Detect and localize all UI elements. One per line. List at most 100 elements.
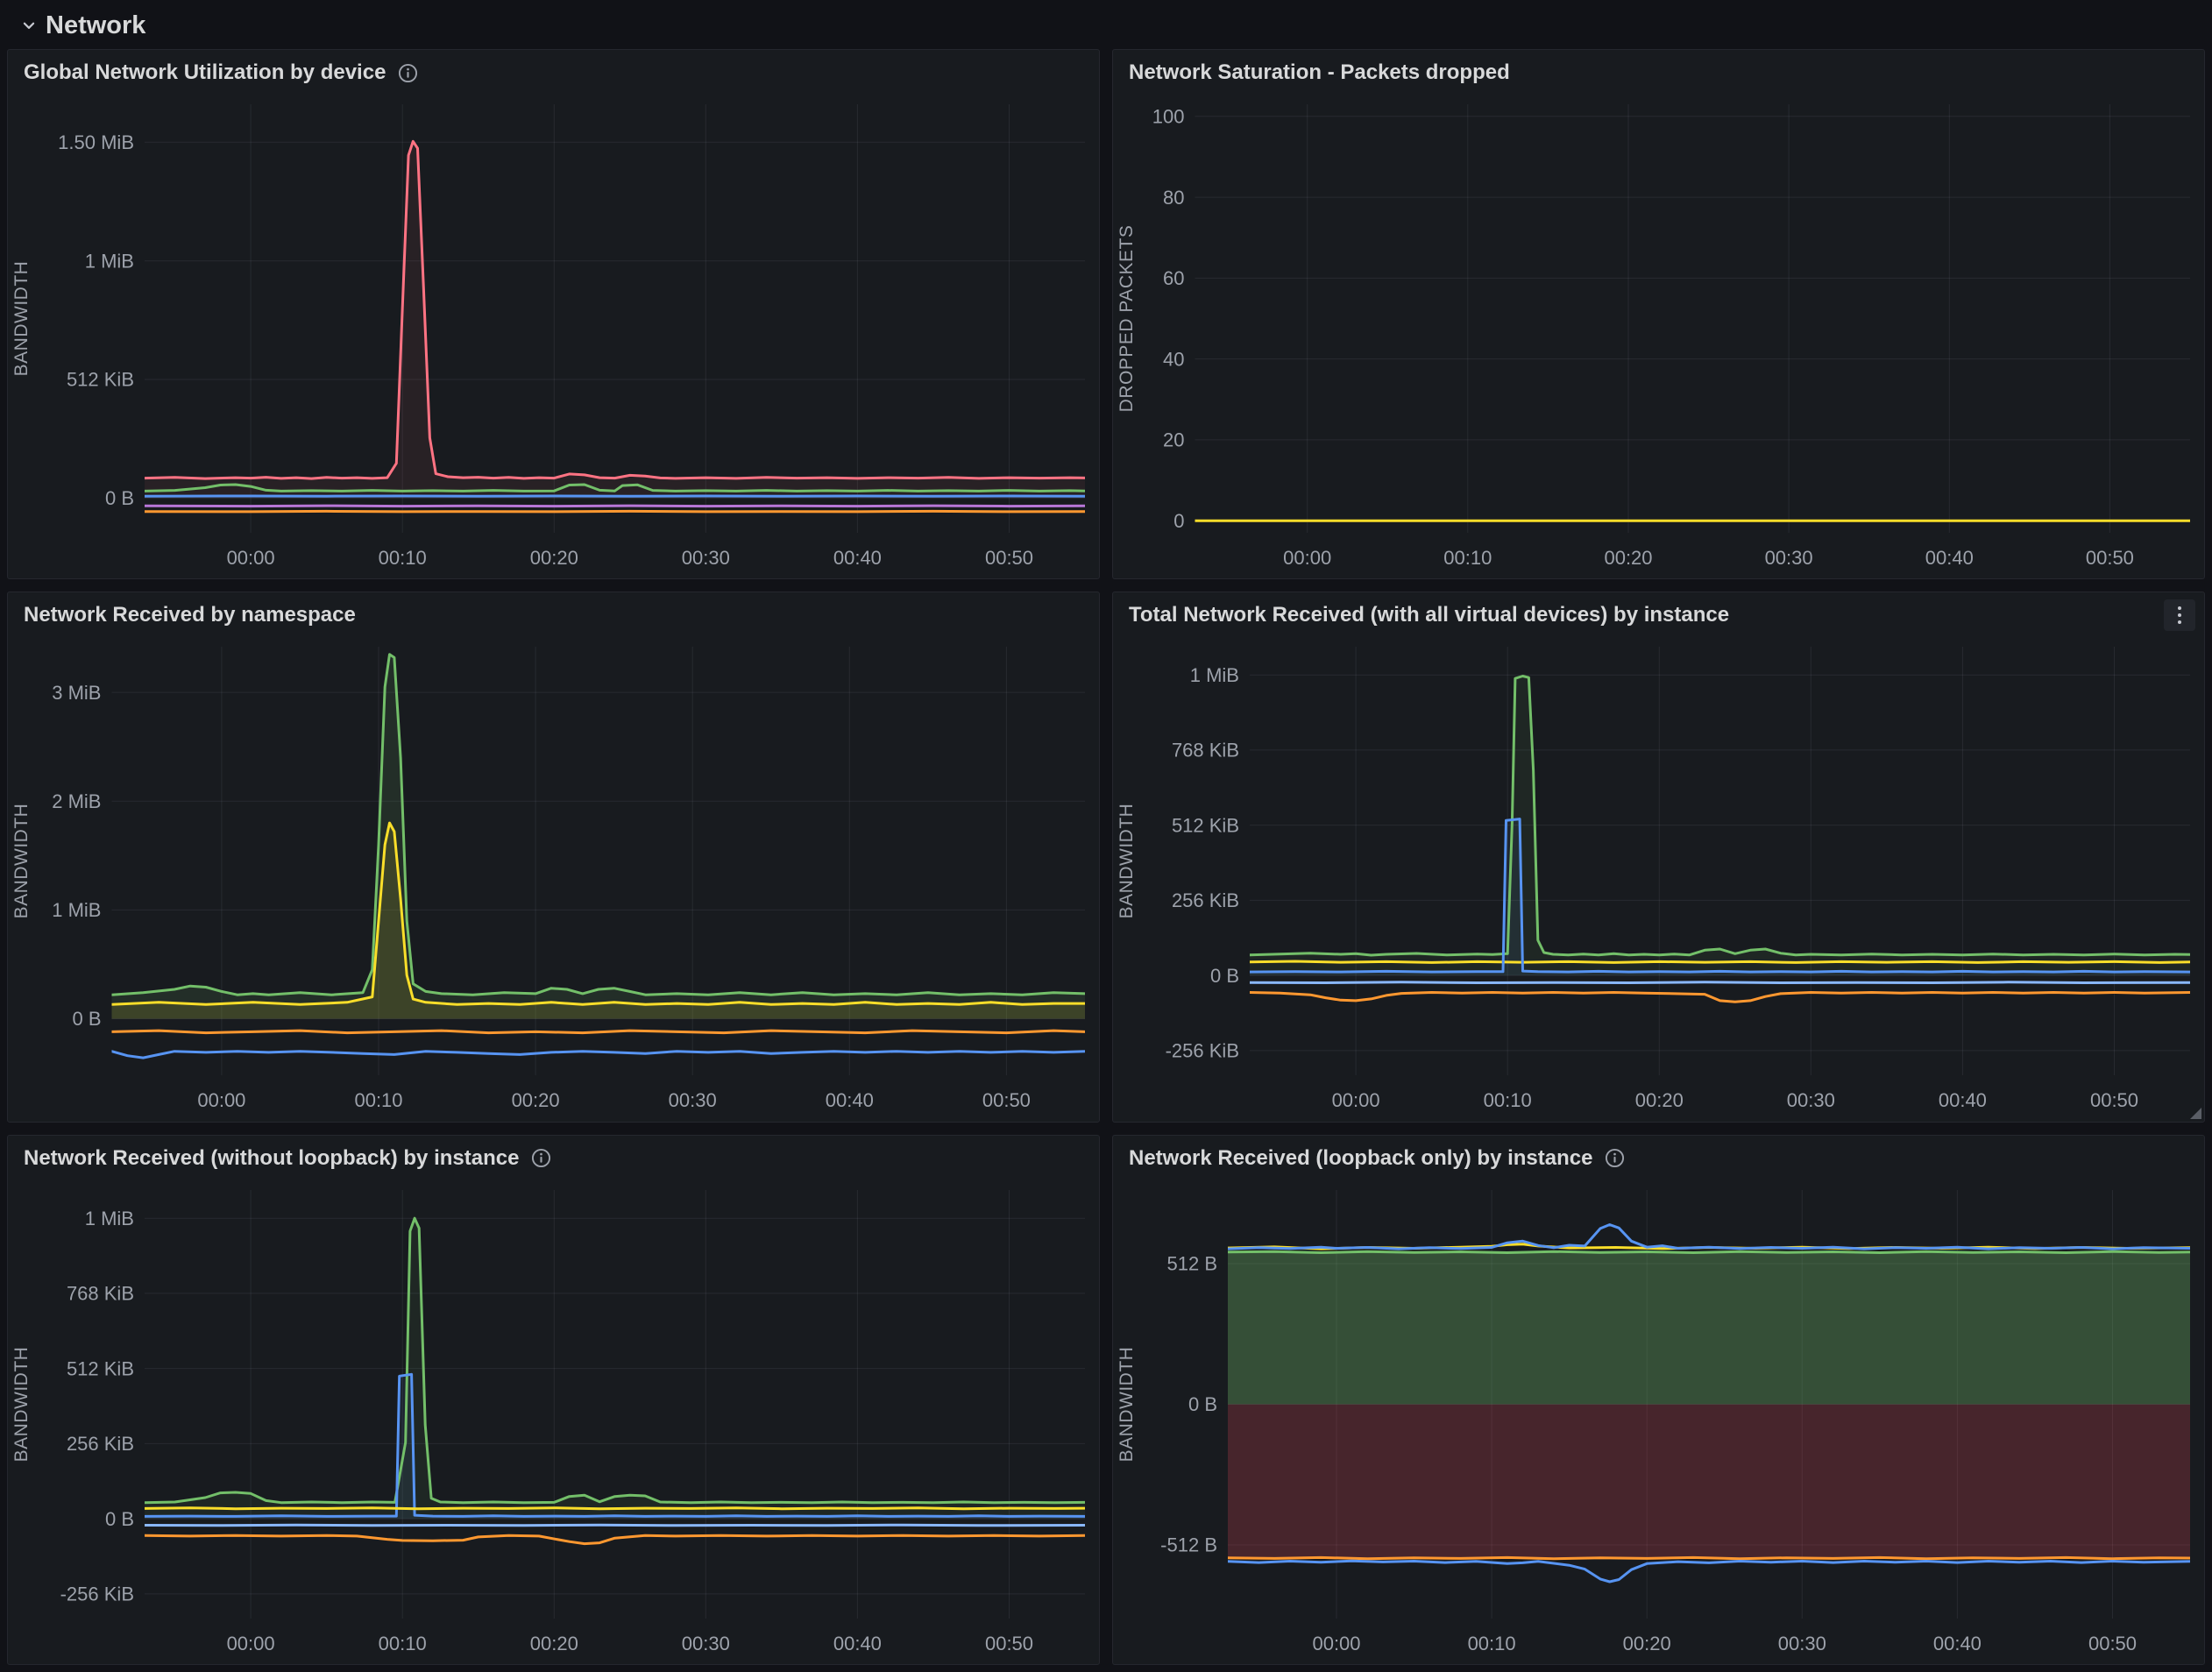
series-line-green [145, 483, 1085, 492]
x-tick-label: 00:10 [1468, 1633, 1516, 1654]
series-line-red [145, 139, 1085, 480]
x-tick-label: 00:10 [1484, 1089, 1532, 1111]
y-tick-label: 2 MiB [52, 790, 101, 812]
chart-svg: 0 B 1 MiB 2 MiB 3 MiB 00:00 00:10 00:20 00:30 00… [11, 647, 1086, 1111]
x-tick-label: 00:50 [985, 547, 1033, 569]
x-tick-label: 00:10 [1443, 547, 1492, 569]
section-header[interactable]: Network [0, 0, 2212, 44]
chart-global-network-utilization[interactable]: 0 B 512 KiB 1 MiB 1.50 MiB 00:00 00:10 00:20 00… [8, 90, 1099, 578]
x-tick-label: 00:40 [833, 547, 882, 569]
chart-packets-dropped[interactable]: 0 20 40 60 80 100 00:00 00:10 00:20 00:30 00:40 00:… [1113, 90, 2204, 578]
y-tick-label: 40 [1163, 348, 1184, 370]
plot-area[interactable] [1195, 104, 2191, 533]
series-line-yellow [111, 821, 1085, 1007]
y-axis-title: BANDWIDTH [11, 261, 32, 377]
y-tick-label: 256 KiB [1172, 889, 1239, 911]
plot-area[interactable] [1228, 1190, 2190, 1619]
panel-title[interactable]: Total Network Received (with all virtual… [1129, 603, 1730, 627]
x-tick-label: 00:20 [512, 1089, 560, 1111]
x-tick-label: 00:30 [669, 1089, 717, 1111]
series-line-yellow [145, 1506, 1085, 1510]
panel-title[interactable]: Global Network Utilization by device [24, 60, 386, 84]
chart-received-loopback-only[interactable]: -512 B 0 B 512 B 00:00 00:10 00:20 00:30 00:40 0… [1113, 1176, 2204, 1664]
plot-area[interactable] [112, 647, 1086, 1075]
series-line-green [1228, 1250, 2190, 1254]
y-tick-label: 3 MiB [52, 682, 101, 704]
x-tick-label: 00:30 [682, 1633, 730, 1654]
x-tick-label: 00:50 [982, 1089, 1031, 1111]
y-tick-label: 60 [1163, 267, 1184, 289]
series-line-blue [1250, 818, 2190, 974]
y-tick-label: 768 KiB [1172, 740, 1239, 762]
chart-svg: 0 20 40 60 80 100 00:00 00:10 00:20 00:30 00:40 00:… [1117, 104, 2191, 569]
panel-header: Network Saturation - Packets dropped [1113, 50, 2204, 90]
panel-title[interactable]: Network Received (without loopback) by i… [24, 1145, 520, 1170]
chart-svg: -256 KiB 0 B 256 KiB 512 KiB 768 KiB 1 MiB 00:… [1117, 647, 2190, 1111]
panel-title[interactable]: Network Saturation - Packets dropped [1129, 60, 1510, 84]
panel-received-by-namespace: Network Received by namespace 0 B 1 MiB 2 … [7, 592, 1100, 1123]
panel-title[interactable]: Network Received (loopback only) by inst… [1129, 1145, 1593, 1170]
series-line-orange [111, 1029, 1085, 1035]
plot-area[interactable] [145, 1190, 1085, 1619]
info-icon[interactable] [398, 63, 418, 83]
chart-received-without-loopback[interactable]: -256 KiB 0 B 256 KiB 512 KiB 768 KiB 1 MiB 00:… [8, 1176, 1099, 1664]
series-line-orange [1250, 991, 2190, 1004]
chart-svg: -256 KiB 0 B 256 KiB 512 KiB 768 KiB 1 MiB 00:… [11, 1189, 1085, 1654]
chevron-down-icon [21, 18, 37, 33]
x-tick-label: 00:40 [826, 1089, 874, 1111]
x-tick-label: 00:10 [354, 1089, 402, 1111]
y-tick-label: 80 [1163, 187, 1184, 209]
panel-global-network-utilization: Global Network Utilization by device 0 B… [7, 49, 1100, 580]
y-tick-label: 512 KiB [1172, 815, 1239, 837]
panel-total-received-by-instance: Total Network Received (with all virtual… [1112, 592, 2205, 1123]
y-axis-title: BANDWIDTH [11, 1346, 32, 1462]
x-tick-label: 00:40 [1939, 1089, 1987, 1111]
x-tick-label: 00:00 [1312, 1633, 1360, 1654]
panel-resize-handle[interactable] [2190, 1107, 2201, 1119]
series-line-blue-top [1228, 1222, 2190, 1250]
x-tick-label: 00:40 [833, 1633, 882, 1654]
y-tick-label: -256 KiB [1166, 1040, 1239, 1062]
y-tick-label: 1 MiB [1190, 664, 1239, 686]
series-fill-green [1228, 1250, 2190, 1405]
series-line-blue [145, 1372, 1085, 1518]
y-tick-label: 512 B [1167, 1252, 1218, 1274]
y-tick-label: 1.50 MiB [58, 131, 134, 153]
x-tick-label: 00:50 [985, 1633, 1033, 1654]
chart-received-by-namespace[interactable]: 0 B 1 MiB 2 MiB 3 MiB 00:00 00:10 00:20 00:30 00… [8, 633, 1099, 1121]
series-line-blue-bottom [1228, 1559, 2190, 1583]
panel-received-loopback-only: Network Received (loopback only) by inst… [1112, 1134, 2205, 1665]
kebab-menu-icon[interactable] [2164, 599, 2195, 632]
panel-header: Total Network Received (with all virtual… [1113, 592, 2204, 633]
series-line-green [1250, 675, 2190, 957]
series-line-light-blue [1250, 981, 2190, 985]
y-axis-title: BANDWIDTH [1117, 1346, 1137, 1462]
x-tick-label: 00:30 [1787, 1089, 1835, 1111]
plot-area[interactable] [145, 104, 1085, 533]
series-line-orange [1228, 1555, 2190, 1560]
plot-area[interactable] [1250, 647, 2190, 1075]
y-tick-label: 0 B [1188, 1393, 1217, 1415]
panel-title[interactable]: Network Received by namespace [24, 603, 356, 627]
y-axis-title: BANDWIDTH [11, 804, 32, 919]
y-tick-label: 20 [1163, 429, 1184, 451]
section-title[interactable]: Network [46, 11, 146, 39]
y-tick-label: 512 KiB [67, 1357, 134, 1379]
y-tick-label: 0 B [105, 1507, 134, 1529]
info-icon[interactable] [1605, 1148, 1625, 1168]
panel-packets-dropped: Network Saturation - Packets dropped 0 20… [1112, 49, 2205, 580]
series-line-purple [145, 504, 1085, 508]
x-tick-label: 00:10 [379, 547, 427, 569]
info-icon[interactable] [531, 1148, 551, 1168]
x-tick-label: 00:40 [1925, 547, 1974, 569]
chart-total-received-by-instance[interactable]: -256 KiB 0 B 256 KiB 512 KiB 768 KiB 1 MiB 00:… [1113, 633, 2204, 1121]
y-axis-title: DROPPED PACKETS [1117, 225, 1137, 413]
x-tick-label: 00:20 [1623, 1633, 1671, 1654]
y-tick-label: 256 KiB [67, 1433, 134, 1455]
x-tick-label: 00:20 [1604, 547, 1652, 569]
y-tick-label: 768 KiB [67, 1282, 134, 1304]
y-axis-title: BANDWIDTH [1117, 804, 1137, 919]
x-tick-label: 00:50 [2086, 547, 2134, 569]
series-fill-orange [1228, 1404, 2190, 1559]
x-tick-label: 00:30 [1765, 547, 1813, 569]
